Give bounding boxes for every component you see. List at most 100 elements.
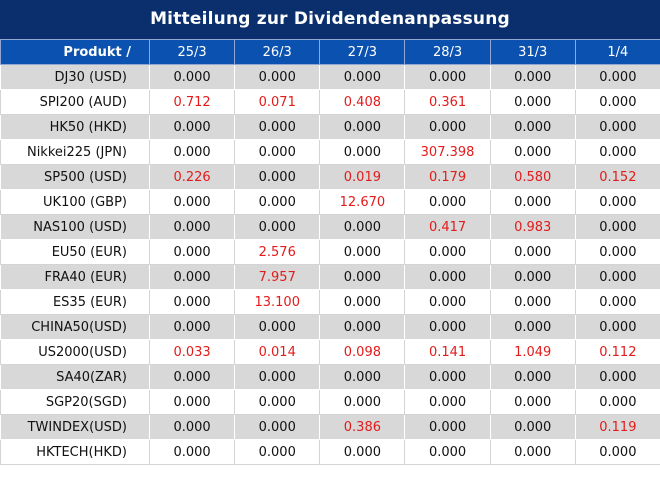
dividend-value: 0.000	[319, 64, 406, 90]
dividend-value: 0.000	[319, 389, 406, 415]
table-row: ES35 (EUR) 0.000 13.100 0.000 0.000 0.000 0.00…	[0, 289, 660, 315]
table-row: SP500 (USD) 0.226 0.000 0.019 0.179 0.580 0.15…	[0, 164, 660, 190]
dividend-value: 0.112	[574, 339, 660, 365]
dividend-value: 0.000	[234, 364, 321, 390]
dividend-value: 0.000	[404, 389, 491, 415]
dividend-value: 0.712	[148, 89, 236, 115]
product-name: HKTECH(HKD)	[0, 439, 150, 465]
dividend-value: 0.152	[574, 164, 660, 190]
dividend-value: 0.033	[148, 339, 236, 365]
dividend-value: 0.000	[319, 239, 406, 265]
dividend-value: 0.000	[574, 289, 660, 315]
table-row: SPI200 (AUD) 0.712 0.071 0.408 0.361 0.000 0.0…	[0, 89, 660, 115]
dividend-value: 0.000	[148, 189, 236, 215]
dividend-value: 0.000	[404, 64, 491, 90]
dividend-value: 0.386	[319, 414, 406, 440]
dividend-value: 0.000	[489, 189, 576, 215]
dividend-value: 307.398	[404, 139, 491, 165]
table-row: SA40(ZAR) 0.000 0.000 0.000 0.000 0.000 0.000	[0, 364, 660, 390]
table-row: FRA40 (EUR) 0.000 7.957 0.000 0.000 0.000 0.00…	[0, 264, 660, 290]
dividend-value: 0.141	[404, 339, 491, 365]
dividend-value: 0.000	[234, 389, 321, 415]
dividend-value: 2.576	[234, 239, 321, 265]
dividend-value: 0.983	[489, 214, 576, 240]
dividend-value: 0.580	[489, 164, 576, 190]
dividend-value: 0.000	[234, 64, 321, 90]
product-name: Nikkei225 (JPN)	[0, 139, 150, 165]
table-row: Nikkei225 (JPN) 0.000 0.000 0.000 307.398 0.0…	[0, 139, 660, 165]
dividend-value: 0.000	[404, 314, 491, 340]
dividend-value: 0.000	[489, 89, 576, 115]
table-row: UK100 (GBP) 0.000 0.000 12.670 0.000 0.000 0.0…	[0, 189, 660, 215]
dividend-value: 0.000	[404, 239, 491, 265]
dividend-value: 0.000	[574, 264, 660, 290]
dividend-value: 0.014	[234, 339, 321, 365]
dividend-value: 0.417	[404, 214, 491, 240]
dividend-value: 0.000	[319, 139, 406, 165]
dividend-value: 0.000	[489, 289, 576, 315]
dividend-value: 0.408	[319, 89, 406, 115]
dividend-value: 0.071	[234, 89, 321, 115]
dividend-value: 0.000	[319, 289, 406, 315]
dividend-value: 0.000	[319, 364, 406, 390]
dividend-value: 7.957	[234, 264, 321, 290]
dividend-value: 0.000	[234, 164, 321, 190]
header-date: 31/3	[489, 39, 576, 65]
header-row: Produkt / 25/3 26/3 27/3 28/3 31/3 1/4	[0, 39, 660, 65]
product-name: SA40(ZAR)	[0, 364, 150, 390]
dividend-value: 0.000	[319, 214, 406, 240]
dividend-value: 0.000	[234, 139, 321, 165]
product-name: SGP20(SGD)	[0, 389, 150, 415]
dividend-value: 0.000	[148, 64, 236, 90]
product-name: HK50 (HKD)	[0, 114, 150, 140]
dividend-value: 0.000	[404, 364, 491, 390]
table-row: HKTECH(HKD) 0.000 0.000 0.000 0.000 0.000 0.00…	[0, 439, 660, 465]
header-date: 26/3	[234, 39, 321, 65]
dividend-value: 0.000	[404, 264, 491, 290]
dividend-value: 0.226	[148, 164, 236, 190]
dividend-value: 0.000	[404, 289, 491, 315]
product-name: DJ30 (USD)	[0, 64, 150, 90]
dividend-value: 0.000	[404, 414, 491, 440]
product-name: FRA40 (EUR)	[0, 264, 150, 290]
dividend-value: 0.000	[489, 439, 576, 465]
dividend-value: 0.000	[148, 114, 236, 140]
dividend-value: 0.000	[574, 239, 660, 265]
table-row: CHINA50(USD) 0.000 0.000 0.000 0.000 0.000 0.0…	[0, 314, 660, 340]
dividend-value: 0.000	[319, 439, 406, 465]
dividend-value: 13.100	[234, 289, 321, 315]
table-body: DJ30 (USD) 0.000 0.000 0.000 0.000 0.000 0.000…	[0, 64, 660, 465]
dividend-value: 0.000	[489, 239, 576, 265]
dividend-value: 0.000	[234, 414, 321, 440]
dividend-value: 0.000	[148, 414, 236, 440]
dividend-value: 0.179	[404, 164, 491, 190]
dividend-value: 0.000	[234, 439, 321, 465]
dividend-value: 0.000	[574, 389, 660, 415]
dividend-value: 0.000	[574, 439, 660, 465]
dividend-value: 0.098	[319, 339, 406, 365]
dividend-value: 0.000	[404, 439, 491, 465]
dividend-value: 0.000	[574, 89, 660, 115]
dividend-value: 0.000	[574, 189, 660, 215]
product-name: SPI200 (AUD)	[0, 89, 150, 115]
table-row: HK50 (HKD) 0.000 0.000 0.000 0.000 0.000 0.000	[0, 114, 660, 140]
dividend-value: 0.000	[489, 64, 576, 90]
table-row: DJ30 (USD) 0.000 0.000 0.000 0.000 0.000 0.000	[0, 64, 660, 90]
dividend-value: 0.000	[148, 264, 236, 290]
dividend-value: 0.000	[489, 389, 576, 415]
product-name: NAS100 (USD)	[0, 214, 150, 240]
dividend-value: 0.000	[148, 314, 236, 340]
header-product: Produkt /	[0, 39, 150, 65]
table-row: SGP20(SGD) 0.000 0.000 0.000 0.000 0.000 0.000	[0, 389, 660, 415]
dividend-value: 0.019	[319, 164, 406, 190]
table-row: TWINDEX(USD) 0.000 0.000 0.386 0.000 0.000 0.1…	[0, 414, 660, 440]
dividend-value: 0.000	[148, 139, 236, 165]
dividend-table: Produkt / 25/3 26/3 27/3 28/3 31/3 1/4 D…	[0, 39, 660, 465]
table-row: US2000(USD) 0.033 0.014 0.098 0.141 1.049 0.11…	[0, 339, 660, 365]
dividend-value: 0.000	[574, 64, 660, 90]
dividend-value: 1.049	[489, 339, 576, 365]
product-name: CHINA50(USD)	[0, 314, 150, 340]
product-name: US2000(USD)	[0, 339, 150, 365]
dividend-value: 0.000	[489, 414, 576, 440]
